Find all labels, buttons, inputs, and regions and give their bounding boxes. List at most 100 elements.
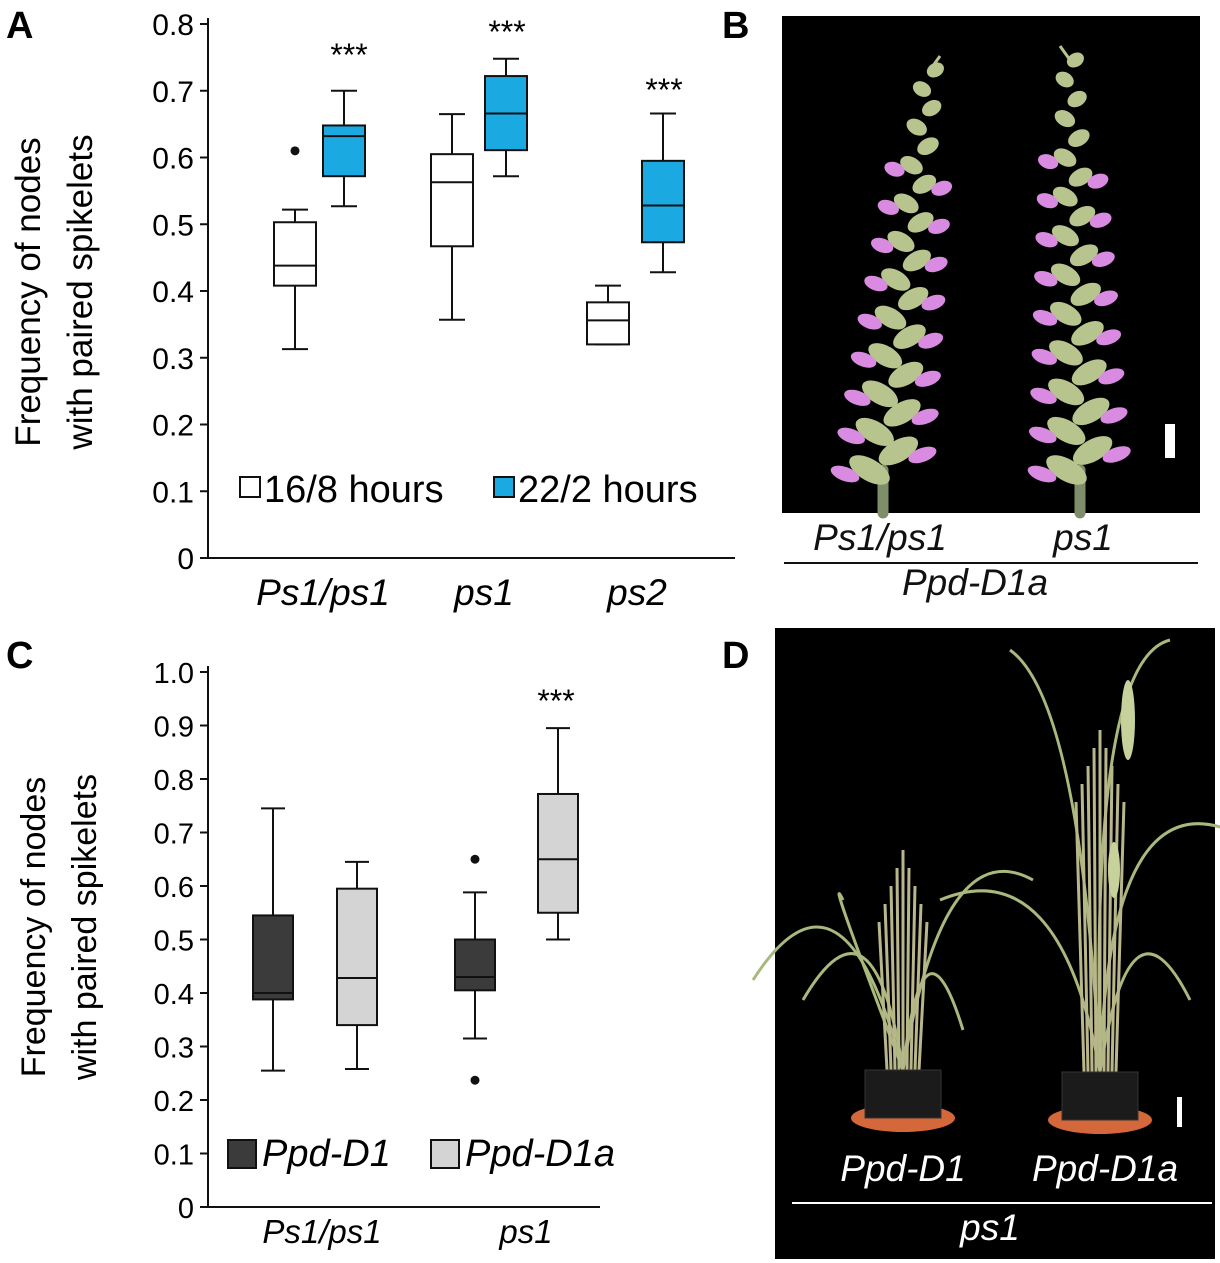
- anther: [1098, 368, 1125, 385]
- y-tick-label: 0.2: [154, 1086, 194, 1118]
- anther: [918, 332, 944, 349]
- awn: [1058, 45, 1072, 61]
- ear: [1108, 842, 1120, 898]
- photo-d-label-1: Ppd-D1: [840, 1148, 965, 1189]
- stem: [913, 903, 923, 1071]
- y-tick-label: 1.0: [154, 658, 194, 690]
- box: [430, 153, 474, 248]
- y-tick-label: 0.2: [152, 410, 194, 443]
- legend-label: 16/8 hours: [264, 469, 444, 511]
- photo-b-label-1: Ps1/ps1: [813, 517, 947, 558]
- awn: [928, 55, 942, 71]
- stem: [889, 885, 897, 1071]
- anther: [1038, 154, 1059, 170]
- y-tick-label: 0.7: [154, 819, 194, 851]
- spikelet: [902, 249, 931, 272]
- spikelet: [1053, 148, 1077, 167]
- spikelet: [849, 455, 890, 485]
- y-tick-label: 0: [178, 1193, 194, 1225]
- significance-label: ***: [537, 683, 574, 719]
- y-tick-label: 0.6: [152, 143, 194, 176]
- y-tick-label: 0.8: [152, 9, 194, 42]
- spikelet: [861, 380, 898, 408]
- anther: [1087, 173, 1109, 189]
- anther: [1089, 212, 1112, 228]
- y-tick-label: 0.4: [152, 276, 194, 309]
- panel-label-b: B: [722, 5, 749, 47]
- anther: [1032, 309, 1058, 326]
- anther: [1096, 329, 1122, 346]
- box: [537, 792, 579, 914]
- leaf: [751, 925, 905, 1071]
- spikelet: [912, 174, 937, 194]
- anther: [884, 161, 905, 177]
- spikelet: [906, 118, 927, 136]
- spikelet: [878, 436, 919, 466]
- spikelet: [883, 399, 921, 427]
- anther: [837, 427, 865, 445]
- anther: [1091, 251, 1115, 267]
- leaf: [901, 869, 1034, 1071]
- anther: [908, 446, 937, 464]
- y-tick-label: 0.7: [152, 76, 194, 109]
- spikelet: [917, 137, 939, 156]
- significance-label: ***: [330, 37, 367, 73]
- chart-c: 0 0.1 0.2 0.3 0.4 0.5 0.6 0.7 0.8 0.9 1.0 Frequency…: [15, 658, 615, 1250]
- y-tick-label: 0.5: [154, 926, 194, 958]
- spikelet: [1055, 71, 1074, 88]
- stem: [905, 867, 911, 1071]
- stem: [1102, 747, 1108, 1073]
- category-label: ps1: [498, 1213, 552, 1250]
- y-tick-label: 0.3: [154, 1033, 194, 1065]
- spikelet: [1072, 397, 1110, 426]
- box: [273, 221, 317, 287]
- spikelet: [893, 193, 919, 214]
- anther: [1102, 446, 1131, 463]
- anther: [921, 294, 946, 311]
- spikelet: [1066, 52, 1084, 68]
- spikelet: [1071, 321, 1104, 346]
- spikelet: [1069, 205, 1096, 227]
- spikelet: [912, 81, 932, 97]
- y-axis-label: with paired spikelets: [61, 134, 100, 450]
- potted-wheat-plant-photo-icon: [751, 638, 1220, 1134]
- anther: [857, 313, 882, 330]
- y-tick-label: 0: [177, 543, 194, 576]
- legend-swatch: [227, 1139, 257, 1169]
- box: [252, 914, 294, 1001]
- y-axis-label: with paired spikelets: [66, 774, 104, 1081]
- spikelet: [1047, 416, 1086, 445]
- y-tick-label: 0.1: [152, 476, 194, 509]
- spikelet: [887, 230, 915, 252]
- stem: [917, 921, 929, 1071]
- y-tick-label: 0.5: [152, 209, 194, 242]
- category-label: Ps1/ps1: [256, 572, 390, 613]
- category-label: ps2: [606, 572, 667, 613]
- spikelet: [897, 286, 929, 311]
- y-tick-label: 0.1: [154, 1140, 194, 1172]
- stem: [1106, 765, 1114, 1073]
- stem: [1074, 801, 1086, 1073]
- anther: [1034, 270, 1058, 287]
- legend-swatch: [493, 476, 515, 498]
- pot: [864, 1069, 942, 1119]
- spikelet: [1054, 110, 1076, 128]
- stem: [1080, 783, 1090, 1073]
- significance-label: ***: [488, 14, 525, 50]
- anther: [931, 180, 953, 196]
- stem: [1086, 765, 1094, 1073]
- anther: [911, 408, 939, 426]
- y-axis-label: Frequency of nodes: [9, 137, 48, 446]
- legend-swatch: [430, 1139, 460, 1169]
- anther: [1094, 290, 1118, 307]
- spikelet: [868, 343, 903, 369]
- spikelet: [1067, 90, 1087, 108]
- spikelet: [900, 156, 923, 175]
- spikelet: [893, 324, 926, 349]
- stem: [895, 867, 901, 1071]
- outlier-point: [470, 854, 480, 864]
- anther: [1031, 348, 1057, 365]
- legend-label: Ppd-D1a: [465, 1133, 615, 1175]
- spikelet: [1068, 167, 1093, 187]
